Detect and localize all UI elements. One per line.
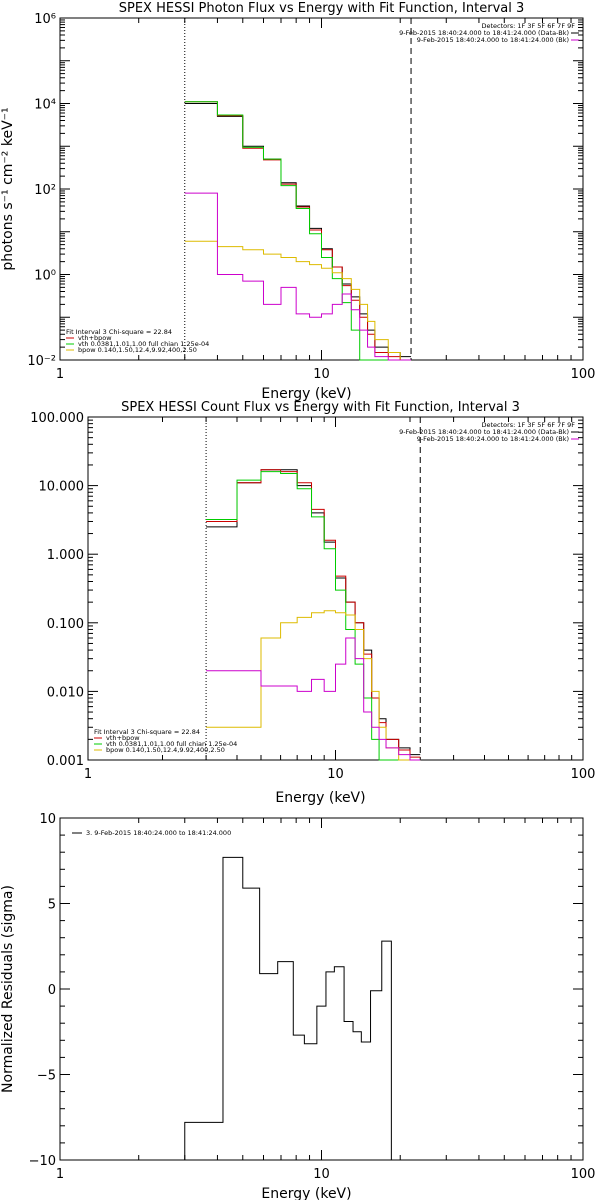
- x-axis-label: Energy (keV): [261, 386, 351, 402]
- y-tick-label: 10⁻²: [27, 354, 56, 369]
- y-axis-label: photons s⁻¹ cm⁻² keV⁻¹: [0, 107, 16, 270]
- fit-legend-entry: vth 0.0381,1.01,1.00 full chian 1.25e-04: [78, 340, 209, 348]
- y-tick-label: 0.100: [47, 617, 84, 632]
- fit-legend-title: Fit Interval 3 Chi-square = 22.84: [94, 728, 200, 736]
- detectors-label: Detectors: 1F 3F 5F 6F 7F 9F: [481, 421, 575, 429]
- x-axis-label: Energy (keV): [261, 1186, 351, 1200]
- x-tick-label: 100: [571, 367, 596, 382]
- plot-frame: [59, 17, 584, 361]
- y-tick-label: 10.000: [39, 480, 85, 495]
- detectors-label: Detectors: 1F 3F 5F 6F 7F 9F: [481, 22, 575, 30]
- fit-legend-title: Fit Interval 3 Chi-square = 22.84: [66, 328, 172, 336]
- fit-legend-entry: vth+bpow: [106, 734, 140, 742]
- series-line-bpow: [184, 240, 412, 361]
- fit-legend-entry: bpow 0.140,1.50,12.4,9.92,400,2.50: [78, 346, 197, 354]
- series-line-bk_magenta: [206, 637, 421, 761]
- x-tick-label: 1: [84, 767, 92, 782]
- y-tick-label: 10⁴: [34, 98, 56, 113]
- y-tick-label: 5: [48, 898, 56, 913]
- y-tick-label: 1.000: [47, 548, 84, 563]
- x-axis-label: Energy (keV): [275, 790, 365, 806]
- legend-entry: 9-Feb-2015 18:40:24.000 to 18:41:24.000 …: [417, 435, 569, 443]
- chart-title: SPEX HESSI Count Flux vs Energy with Fit…: [121, 400, 520, 415]
- legend-entry: 9-Feb-2015 18:40:24.000 to 18:41:24.000 …: [399, 29, 569, 37]
- chart-title: SPEX HESSI Photon Flux vs Energy with Fi…: [119, 1, 525, 16]
- legend-entry: 3. 9-Feb-2015 18:40:24.000 to 18:41:24.0…: [86, 829, 231, 837]
- x-tick-label: 1: [56, 367, 64, 382]
- series-line-bk_magenta: [184, 192, 412, 361]
- y-tick-label: 10: [39, 812, 56, 827]
- x-tick-label: 100: [571, 1167, 596, 1182]
- series-line-vth: [184, 101, 412, 361]
- series-line-vth: [206, 471, 421, 761]
- y-tick-label: 0.010: [47, 685, 84, 700]
- series-line-data: [184, 856, 392, 1160]
- y-tick-label: 100.000: [30, 411, 84, 426]
- y-axis-label: Normalized Residuals (sigma): [0, 885, 16, 1093]
- legend-entry: 9-Feb-2015 18:40:24.000 to 18:41:24.000 …: [417, 36, 569, 44]
- series-line-data: [184, 103, 412, 358]
- x-tick-label: 10: [313, 367, 330, 382]
- y-tick-label: −5: [37, 1069, 56, 1084]
- fit-legend-entry: bpow 0.140,1.50,12.4,9.92,400,2.50: [106, 746, 225, 754]
- fit-legend-entry: vth 0.0381,1.01,1.00 full chian 1.25e-04: [106, 740, 237, 748]
- x-tick-label: 10: [327, 767, 344, 782]
- y-tick-label: 10²: [34, 183, 56, 198]
- fit-legend-entry: vth+bpow: [78, 334, 112, 342]
- series-line-bpow: [206, 610, 421, 761]
- series-line-data: [206, 469, 421, 756]
- panel-count-flux: SPEX HESSI Count Flux vs Energy with Fit…: [30, 400, 595, 806]
- plot-frame: [59, 817, 584, 1161]
- x-tick-label: 10: [313, 1167, 330, 1182]
- x-tick-label: 1: [56, 1167, 64, 1182]
- y-tick-label: 10⁶: [34, 12, 56, 27]
- series-line-total: [184, 101, 412, 361]
- y-tick-label: 10⁰: [34, 269, 56, 284]
- x-tick-label: 100: [571, 767, 596, 782]
- legend-entry: 9-Feb-2015 18:40:24.000 to 18:41:24.000 …: [399, 428, 569, 436]
- y-tick-label: −10: [29, 1154, 56, 1169]
- panel-photon-flux: SPEX HESSI Photon Flux vs Energy with Fi…: [0, 1, 595, 402]
- y-tick-label: 0: [48, 983, 56, 998]
- panel-residuals: Energy (keV) Normalized Residuals (sigma)…: [0, 812, 595, 1200]
- y-tick-label: 0.001: [47, 754, 84, 769]
